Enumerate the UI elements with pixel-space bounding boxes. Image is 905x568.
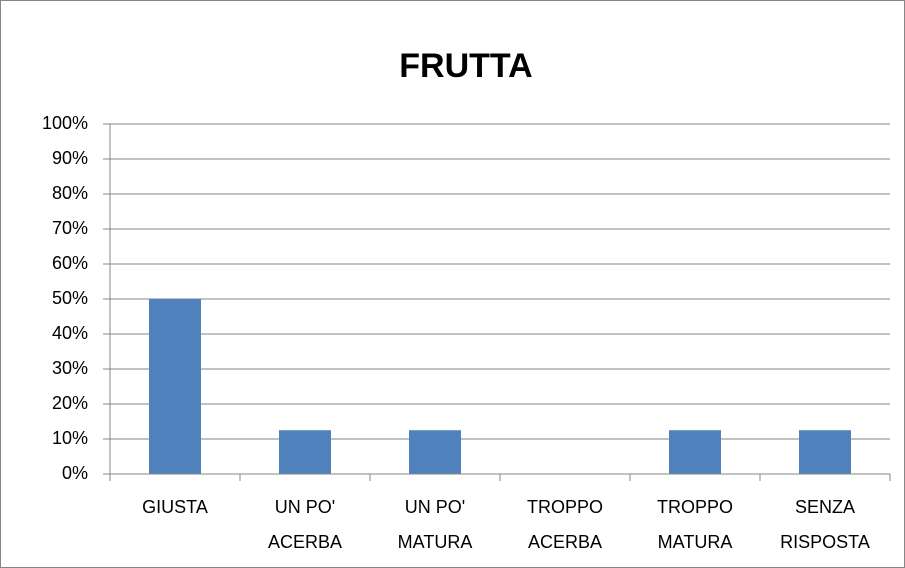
y-tick-label: 0% bbox=[62, 463, 88, 483]
y-tick-label: 100% bbox=[42, 113, 88, 133]
x-tick-label: UN PO' ACERBA bbox=[268, 497, 342, 552]
y-tick-label: 20% bbox=[52, 393, 88, 413]
y-tick-label: 40% bbox=[52, 323, 88, 343]
x-tick-label: UN PO' MATURA bbox=[398, 497, 473, 552]
y-tick-label: 30% bbox=[52, 358, 88, 378]
y-tick-label: 70% bbox=[52, 218, 88, 238]
x-tick-label: TROPPO MATURA bbox=[657, 497, 733, 552]
y-tick-label: 60% bbox=[52, 253, 88, 273]
x-tick-label: TROPPO ACERBA bbox=[527, 497, 603, 552]
y-tick-label: 80% bbox=[52, 183, 88, 203]
x-tick-label: GIUSTA bbox=[142, 497, 208, 517]
y-tick-label: 10% bbox=[52, 428, 88, 448]
y-tick-label: 90% bbox=[52, 148, 88, 168]
bar bbox=[409, 430, 461, 474]
chart-title: FRUTTA bbox=[399, 47, 532, 85]
y-tick-label: 50% bbox=[52, 288, 88, 308]
bar bbox=[279, 430, 331, 474]
x-tick-label: SENZA RISPOSTA bbox=[780, 497, 870, 552]
bar bbox=[669, 430, 721, 474]
bar bbox=[799, 430, 851, 474]
bar bbox=[149, 299, 201, 474]
